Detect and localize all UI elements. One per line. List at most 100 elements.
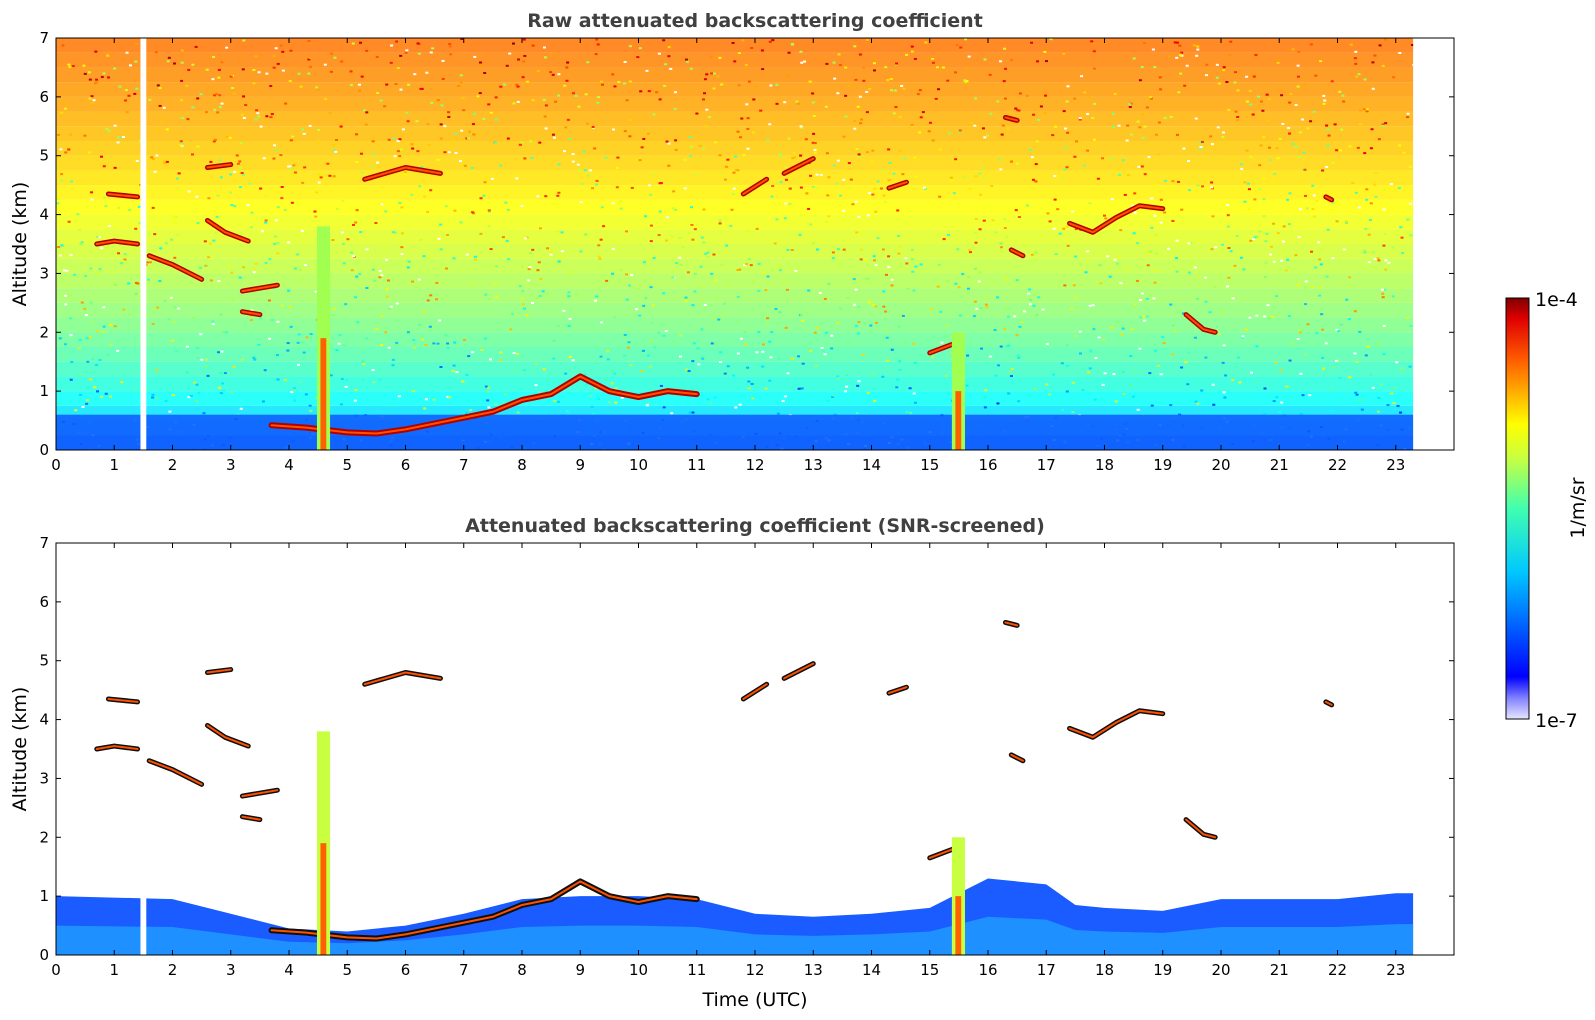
noise-speckle: [1406, 116, 1410, 119]
noise-speckle: [156, 306, 160, 309]
x-tick-label: 14: [862, 961, 881, 979]
noise-speckle: [699, 265, 703, 268]
noise-speckle: [473, 55, 477, 58]
noise-speckle: [1196, 48, 1200, 51]
noise-speckle: [824, 220, 828, 223]
cloud-edge: [206, 668, 232, 674]
noise-speckle: [211, 320, 215, 323]
noise-speckle: [950, 179, 954, 182]
noise-speckle: [430, 101, 434, 104]
noise-speckle: [1194, 117, 1198, 120]
noise-speckle: [723, 178, 727, 181]
noise-speckle: [1020, 321, 1024, 324]
noise-speckle: [422, 255, 426, 258]
noise-speckle: [983, 58, 987, 61]
noise-speckle: [470, 166, 474, 169]
noise-speckle: [1279, 369, 1283, 372]
noise-speckle: [384, 331, 388, 334]
noise-speckle: [803, 60, 807, 63]
noise-speckle: [1368, 218, 1372, 221]
noise-speckle: [975, 307, 979, 310]
noise-speckle: [638, 314, 642, 317]
noise-speckle: [892, 112, 896, 115]
noise-speckle: [725, 244, 729, 247]
noise-speckle: [738, 268, 742, 271]
noise-speckle: [1208, 311, 1212, 314]
noise-speckle: [776, 264, 780, 267]
noise-speckle: [946, 79, 950, 82]
noise-speckle: [507, 258, 511, 261]
noise-speckle: [228, 136, 232, 139]
noise-speckle: [963, 175, 967, 178]
noise-speckle: [100, 247, 104, 250]
noise-speckle: [672, 340, 676, 343]
noise-speckle: [1273, 173, 1277, 176]
noise-speckle: [1239, 163, 1243, 166]
noise-speckle: [693, 228, 697, 231]
noise-speckle: [216, 194, 220, 197]
x-tick-label: 17: [1037, 456, 1056, 474]
noise-speckle: [457, 85, 461, 88]
noise-speckle: [800, 61, 804, 64]
noise-speckle: [246, 204, 250, 207]
noise-speckle: [586, 122, 590, 125]
noise-speckle: [452, 257, 456, 260]
noise-speckle: [1242, 268, 1246, 271]
noise-speckle: [365, 286, 369, 289]
noise-speckle: [968, 251, 972, 254]
noise-speckle: [610, 370, 614, 373]
noise-speckle: [1035, 313, 1039, 316]
noise-speckle: [203, 240, 207, 243]
noise-speckle: [593, 147, 597, 150]
noise-speckle: [395, 302, 399, 305]
noise-speckle: [222, 389, 226, 392]
noise-speckle: [354, 221, 358, 224]
noise-speckle: [995, 314, 999, 317]
noise-speckle: [118, 85, 122, 88]
noise-speckle: [1087, 371, 1091, 374]
noise-speckle: [151, 396, 155, 399]
noise-speckle: [1312, 215, 1316, 218]
x-tick-label: 13: [804, 456, 823, 474]
y-tick-label: 5: [39, 147, 49, 165]
noise-speckle: [831, 257, 835, 260]
noise-speckle: [558, 256, 562, 259]
noise-speckle: [783, 202, 787, 205]
noise-speckle: [454, 152, 458, 155]
noise-speckle: [549, 250, 553, 253]
noise-speckle: [787, 51, 791, 54]
noise-speckle: [1335, 220, 1339, 223]
noise-speckle: [461, 96, 465, 99]
noise-speckle: [1262, 215, 1266, 218]
noise-speckle: [172, 215, 176, 218]
noise-speckle: [1332, 366, 1336, 369]
noise-speckle: [667, 55, 671, 58]
noise-speckle: [718, 222, 722, 225]
noise-speckle: [1145, 297, 1149, 300]
noise-speckle: [1132, 232, 1136, 235]
noise-speckle: [678, 256, 682, 259]
noise-speckle: [197, 392, 201, 395]
noise-speckle: [986, 134, 990, 137]
noise-speckle: [1248, 316, 1252, 319]
noise-speckle: [1164, 179, 1168, 182]
noise-speckle: [1381, 64, 1385, 67]
noise-speckle: [583, 373, 587, 376]
noise-speckle: [648, 365, 652, 368]
noise-speckle: [710, 272, 714, 275]
noise-speckle: [989, 355, 993, 358]
noise-speckle: [214, 231, 218, 234]
cloud-edge: [1068, 204, 1164, 234]
noise-speckle: [1315, 199, 1319, 202]
noise-speckle: [133, 92, 137, 95]
noise-speckle: [69, 378, 73, 381]
noise-speckle: [1199, 146, 1203, 149]
noise-speckle: [1175, 56, 1179, 59]
noise-speckle: [104, 205, 108, 208]
noise-speckle: [886, 359, 890, 362]
noise-speckle: [365, 111, 369, 114]
noise-speckle: [868, 282, 872, 285]
noise-speckle: [1196, 297, 1200, 300]
noise-speckle: [480, 63, 484, 66]
noise-speckle: [95, 330, 99, 333]
